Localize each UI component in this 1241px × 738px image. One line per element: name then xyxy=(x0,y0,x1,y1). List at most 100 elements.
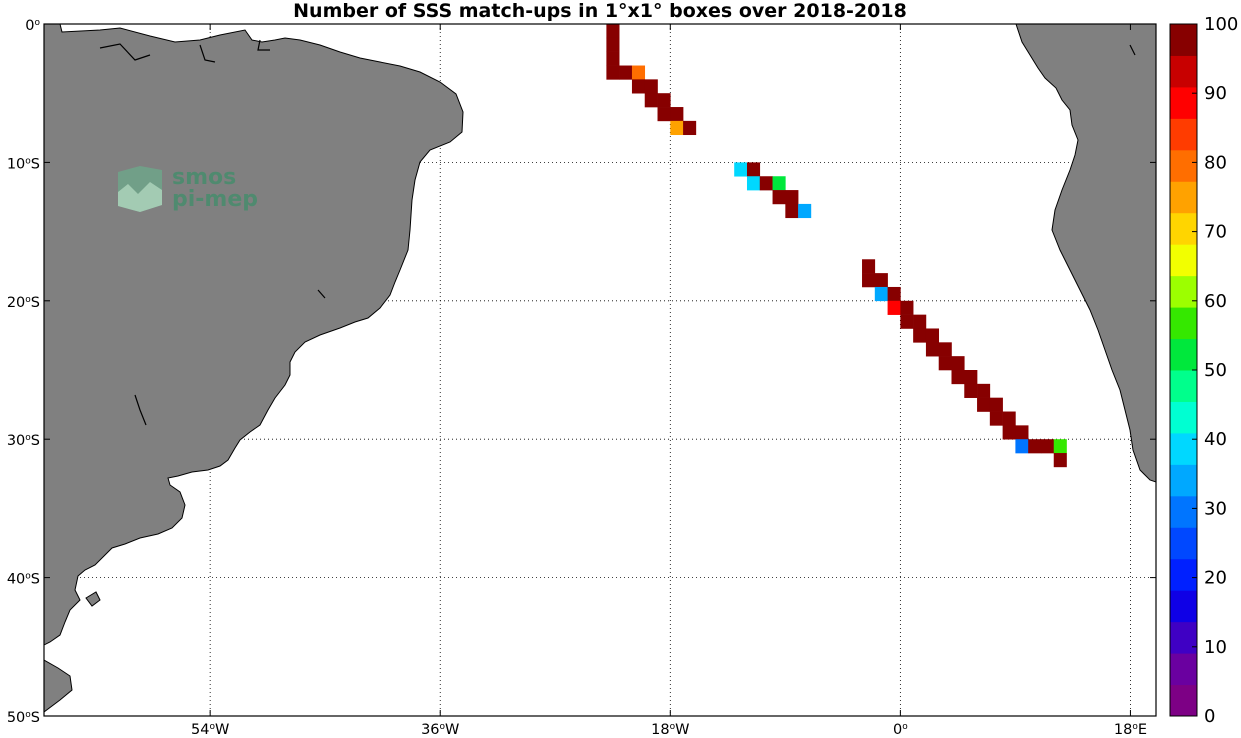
lon-tick-label: 18oW xyxy=(651,722,689,738)
colorbar-band xyxy=(1170,275,1197,308)
colorbar-tick-label: 50 xyxy=(1204,360,1227,381)
colorbar: 0 10 20 30 40 50 60 70 80 90 100 xyxy=(1169,14,1238,727)
heatmap-cell xyxy=(925,342,940,357)
heatmap-cell xyxy=(977,397,991,412)
heatmap-cell xyxy=(1028,439,1042,454)
heatmap-cell xyxy=(606,37,620,52)
colorbar-band xyxy=(1170,590,1197,623)
colorbar-band xyxy=(1170,653,1197,686)
heatmap-cell xyxy=(734,162,748,177)
lon-tick-label: 36oW xyxy=(421,722,459,738)
colorbar-band xyxy=(1170,212,1197,245)
heatmap-cells xyxy=(606,24,1067,468)
colorbar-tick-label: 90 xyxy=(1204,83,1227,104)
heatmap-cell xyxy=(746,176,761,191)
heatmap-cell xyxy=(798,203,812,219)
colorbar-band xyxy=(1170,370,1197,402)
heatmap-cell xyxy=(862,259,876,274)
lon-tick-label: 18oE xyxy=(1114,722,1147,738)
colorbar-band xyxy=(1170,527,1197,560)
colorbar-band xyxy=(1170,118,1197,151)
lat-tick-label: 10oS xyxy=(7,156,40,172)
coastline-details xyxy=(99,39,1136,426)
colorbar-band xyxy=(1170,495,1197,528)
heatmap-cell xyxy=(977,383,991,398)
heatmap-cell xyxy=(938,356,952,371)
heatmap-cell xyxy=(657,93,671,108)
lat-tick-label: 50oS xyxy=(7,710,40,726)
colorbar-band xyxy=(1170,684,1197,717)
smos-pimep-logo: smos pi-mep xyxy=(118,165,258,212)
heatmap-cell xyxy=(989,411,1003,426)
island-fragment xyxy=(85,591,101,607)
colorbar-tick-label: 20 xyxy=(1204,568,1227,589)
colorbar-band xyxy=(1170,338,1197,371)
heatmap-cell xyxy=(772,190,786,205)
colorbar-tick-label: 30 xyxy=(1204,498,1227,519)
colorbar-band xyxy=(1170,181,1197,214)
lon-tick-label: 0o xyxy=(893,722,908,738)
heatmap-cell xyxy=(874,286,888,302)
africa-landmass xyxy=(1015,24,1156,483)
heatmap-cell xyxy=(1002,425,1016,440)
heatmap-cell xyxy=(1015,439,1029,454)
heatmap-cell xyxy=(925,328,940,343)
heatmap-cell xyxy=(1053,453,1067,468)
heatmap-cell xyxy=(964,370,978,385)
heatmap-cell xyxy=(631,65,646,80)
colorbar-tick-label: 40 xyxy=(1204,429,1227,450)
heatmap-cell xyxy=(964,383,978,398)
colorbar-tick-label: 60 xyxy=(1204,291,1227,312)
colorbar-band xyxy=(1170,24,1197,56)
heatmap-cell xyxy=(772,176,786,191)
heatmap-cell xyxy=(657,107,671,122)
colorbar-tick-label: 80 xyxy=(1204,152,1227,173)
colorbar-band xyxy=(1170,307,1197,340)
colorbar-tick-label: 0 xyxy=(1204,706,1215,727)
heatmap-cell xyxy=(913,328,927,343)
heatmap-cell xyxy=(862,273,876,288)
heatmap-cell xyxy=(874,273,888,288)
colorbar-band xyxy=(1170,244,1197,277)
heatmap-cell xyxy=(1053,439,1067,454)
lat-tick-label: 30oS xyxy=(7,433,40,449)
heatmap-cell xyxy=(951,356,965,371)
heatmap-cell xyxy=(913,314,927,329)
heatmap-cell xyxy=(1040,439,1055,454)
heatmap-cell xyxy=(887,286,901,302)
colorbar-band xyxy=(1170,558,1197,591)
heatmap-cell xyxy=(619,65,633,80)
lat-tick-label: 40oS xyxy=(7,572,40,588)
heatmap-cell xyxy=(1002,411,1016,426)
heatmap-cell xyxy=(631,79,646,94)
heatmap-cell xyxy=(606,65,620,80)
heatmap-cell xyxy=(785,203,799,219)
heatmap-cell xyxy=(989,397,1003,412)
heatmap-cell xyxy=(606,51,620,66)
south-america-tip xyxy=(44,659,73,713)
colorbar-band xyxy=(1170,401,1197,434)
heatmap-cell xyxy=(1015,425,1029,440)
heatmap-cell xyxy=(670,107,684,122)
colorbar-band xyxy=(1170,86,1197,119)
heatmap-cell xyxy=(785,190,799,205)
logo-text-line1: smos xyxy=(172,165,236,190)
colorbar-band xyxy=(1170,464,1197,497)
heatmap-cell xyxy=(670,120,684,136)
heatmap-cell xyxy=(644,93,658,108)
heatmap-cell xyxy=(683,120,697,136)
heatmap-cell xyxy=(887,300,901,315)
colorbar-band xyxy=(1170,432,1197,465)
colorbar-band xyxy=(1170,621,1197,654)
heatmap-cell xyxy=(746,162,761,177)
axis-labels: 54oW 36oW 18oW 0o 18oE 0o 10oS 20oS 30oS 40oS 50oS xyxy=(7,18,1156,738)
heatmap-cell xyxy=(644,79,658,94)
heatmap-cell xyxy=(759,176,773,191)
colorbar-tick-label: 100 xyxy=(1204,14,1238,35)
heatmap-cell xyxy=(900,300,914,315)
heatmap-cell xyxy=(606,24,620,39)
heatmap-cell xyxy=(951,370,965,385)
colorbar-band xyxy=(1170,149,1197,182)
colorbar-band xyxy=(1170,55,1197,88)
